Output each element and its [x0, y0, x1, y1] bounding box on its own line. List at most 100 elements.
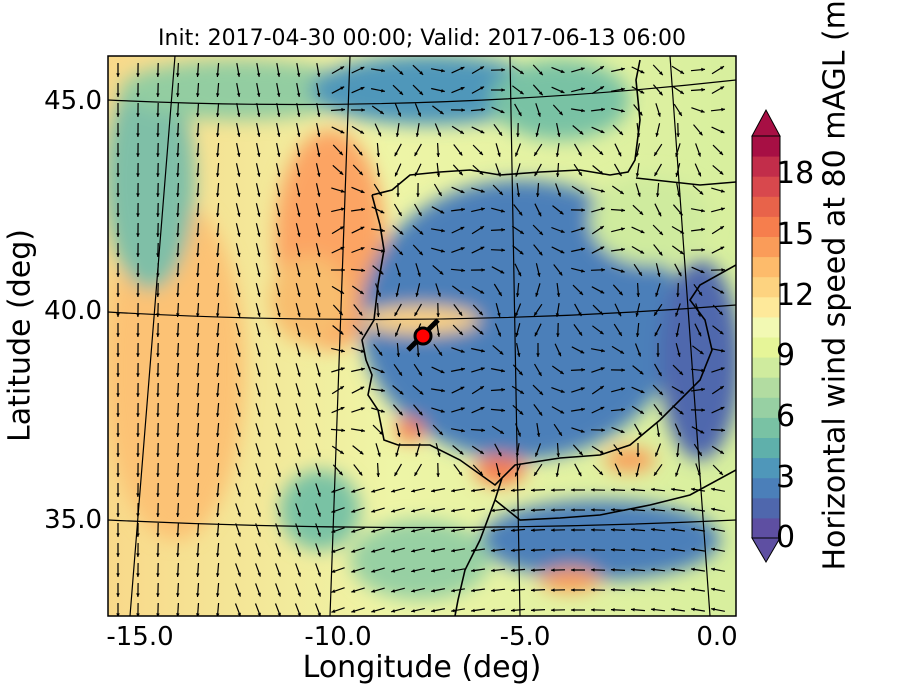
wind-arrow-head: [297, 612, 301, 616]
wind-arrow-head: [437, 292, 441, 297]
wind-arrow-head: [395, 133, 400, 137]
wind-arrow-head: [381, 68, 385, 73]
colorbar: [751, 108, 781, 563]
wind-arrow-head: [359, 450, 364, 455]
wind-arrow-head: [116, 113, 120, 117]
wind-arrow-head: [116, 413, 120, 417]
wind-arrow-head: [691, 527, 695, 532]
wind-arrow-head: [418, 371, 422, 376]
wind-arrow-head: [116, 293, 120, 297]
wind-arrow-head: [237, 252, 241, 257]
wind-arrow-head: [719, 471, 723, 475]
wind-arrow-head: [415, 292, 419, 297]
wind-arrow-head: [398, 371, 402, 376]
wind-arrow-head: [215, 593, 220, 597]
wind-arrow-head: [560, 89, 565, 93]
wind-arrow-head: [418, 411, 423, 416]
wind-arrow-head: [441, 68, 445, 73]
wind-arrow-head: [339, 450, 344, 454]
wind-arrow-head: [461, 367, 465, 372]
wind-arrow-head: [136, 173, 140, 177]
wind-arrow-head: [620, 350, 624, 354]
wind-arrow-head: [501, 248, 505, 252]
wind-arrow-head: [195, 293, 200, 297]
colorbar-segment: [752, 397, 780, 418]
wind-arrow-head: [136, 473, 140, 477]
wind-arrow-head: [176, 313, 180, 317]
wind-arrow-head: [317, 452, 321, 457]
wind-arrow-head: [399, 390, 404, 395]
wind-arrow-head: [440, 249, 445, 253]
wind-arrow-head: [195, 193, 200, 197]
wind-arrow-head: [658, 91, 663, 96]
wind-arrow-head: [534, 471, 538, 476]
wind-arrow-head: [581, 208, 585, 212]
wind-arrow-head: [317, 512, 321, 517]
wind-arrow-head: [458, 311, 463, 316]
wind-arrow-head: [719, 311, 723, 315]
wind-arrow-head: [116, 393, 120, 397]
wind-arrow-head: [481, 268, 485, 272]
wind-arrow-head: [691, 607, 695, 612]
wind-arrow-head: [600, 406, 605, 411]
wind-arrow-head: [256, 153, 261, 157]
wind-arrow-head: [651, 527, 655, 532]
wind-arrow-head: [116, 333, 120, 337]
wind-arrow-head: [136, 533, 140, 537]
wind-arrow-head: [351, 529, 356, 533]
wind-arrow-head: [479, 330, 484, 335]
wind-arrow-head: [655, 193, 660, 197]
wind-arrow-head: [675, 172, 679, 177]
wind-arrow-head: [679, 371, 683, 375]
wind-arrow-head: [451, 608, 455, 613]
wind-vectors: [116, 62, 726, 616]
wind-arrow-head: [116, 93, 120, 97]
wind-arrow-head: [395, 332, 399, 337]
colorbar-segment: [752, 156, 780, 177]
wind-arrow-head: [236, 153, 241, 157]
wind-arrow-head: [437, 452, 441, 457]
wind-arrow-head: [620, 109, 625, 113]
wind-arrow-head: [316, 93, 321, 97]
wind-arrow-head: [411, 569, 416, 573]
wind-arrow-head: [195, 473, 200, 477]
wind-arrow-head: [691, 587, 695, 592]
wind-arrow-head: [371, 589, 376, 593]
wind-arrow-head: [195, 233, 200, 237]
wind-arrow-head: [215, 113, 220, 117]
wind-arrow-head: [156, 313, 160, 317]
wind-arrow-head: [580, 429, 585, 433]
wind-arrow-head: [340, 386, 344, 390]
wind-arrow-head: [441, 388, 445, 393]
wind-arrow-head: [481, 428, 485, 433]
wind-arrow-head: [411, 509, 416, 513]
wind-arrow-head: [518, 112, 522, 117]
wind-arrow-head: [697, 332, 702, 337]
wind-arrow-head: [136, 253, 140, 257]
wind-arrow-head: [237, 212, 241, 217]
wind-arrow-head: [394, 172, 399, 177]
wind-arrow-head: [659, 71, 663, 76]
wind-arrow-head: [236, 73, 241, 77]
wind-arrow-head: [359, 171, 363, 176]
wind-arrow-head: [671, 547, 675, 552]
wind-arrow-head: [580, 87, 585, 91]
wind-arrow-head: [215, 453, 220, 457]
wind-arrow-head: [236, 133, 241, 137]
wind-arrow-head: [380, 369, 385, 373]
wind-arrow-head: [257, 412, 261, 417]
wind-arrow-head: [116, 193, 120, 197]
wind-arrow-head: [358, 151, 363, 156]
wind-arrow-head: [497, 312, 501, 317]
wind-arrow-head: [651, 487, 655, 492]
wind-arrow-head: [331, 489, 336, 493]
wind-arrow-head: [399, 91, 403, 95]
wind-arrow-head: [699, 350, 704, 355]
wind-arrow-head: [515, 152, 519, 157]
wind-arrow-head: [580, 190, 584, 194]
wind-arrow-head: [638, 271, 642, 276]
wind-arrow-head: [571, 548, 575, 552]
wind-arrow-head: [599, 386, 604, 390]
wind-arrow-head: [701, 87, 705, 92]
wind-arrow-head: [720, 86, 725, 90]
